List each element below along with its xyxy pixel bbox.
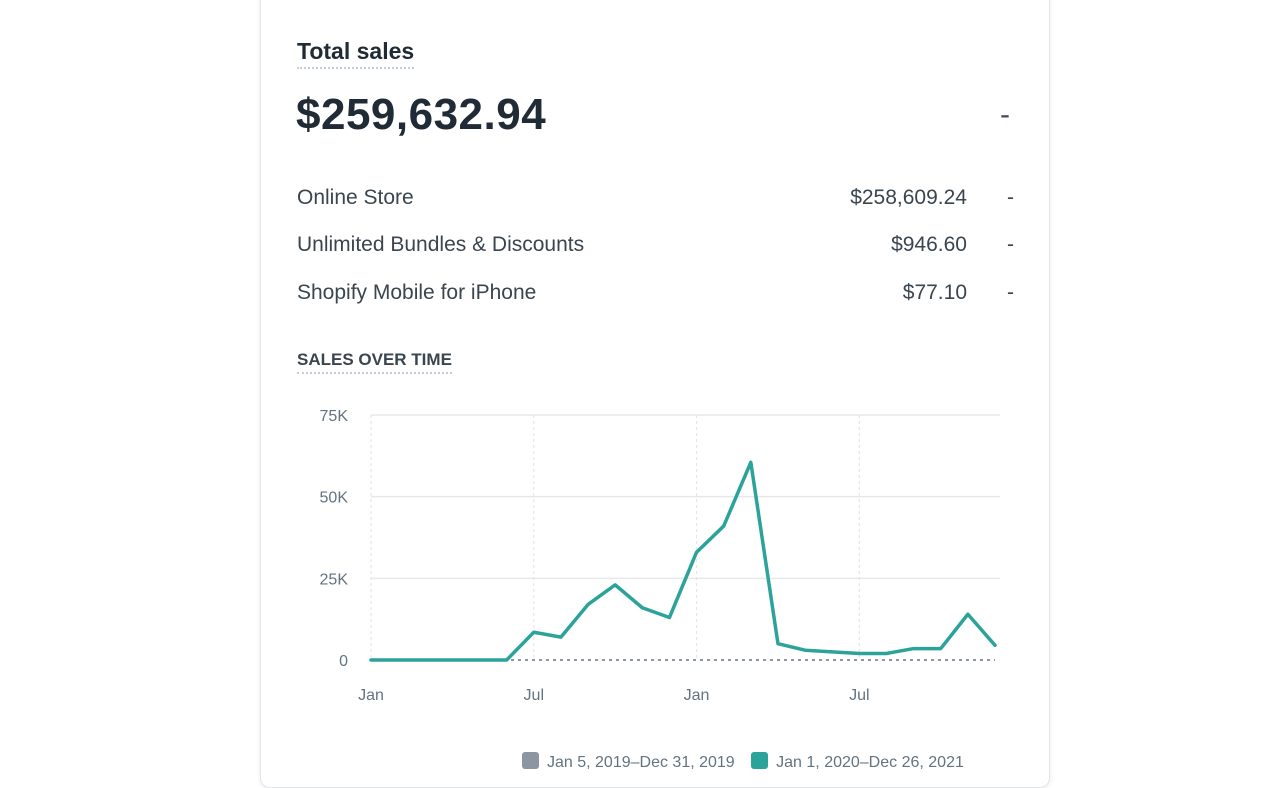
total-sales-value: $259,632.94 — [296, 90, 547, 139]
channel-label: Unlimited Bundles & Discounts — [297, 233, 585, 256]
x-tick-label: Jan — [358, 687, 384, 704]
series-line-current-period — [369, 460, 997, 662]
legend-label-current: Jan 1, 2020–Dec 26, 2021 — [776, 754, 964, 771]
channel-value: $77.10 — [902, 281, 967, 304]
channel-value: $946.60 — [891, 233, 967, 256]
y-tick-label: 25K — [320, 571, 349, 588]
x-tick-label: Jul — [524, 687, 544, 704]
y-tick-label: 0 — [339, 653, 348, 670]
sales-over-time-chart: 0 25K 50K 75K Jan Jul Jan Jul — [320, 408, 1000, 704]
channel-label: Online Store — [297, 186, 414, 209]
total-sales-card — [260, 0, 1050, 788]
legend-swatch-previous — [522, 752, 539, 769]
legend-label-previous: Jan 5, 2019–Dec 31, 2019 — [547, 754, 735, 771]
channel-change: - — [1007, 233, 1014, 256]
channel-change: - — [1007, 281, 1014, 304]
legend-swatch-current — [751, 752, 769, 769]
channel-row-shopify-mobile: Shopify Mobile for iPhone $77.10 - — [297, 281, 1017, 311]
chart-legend: Jan 5, 2019–Dec 31, 2019 Jan 1, 2020–Dec… — [522, 752, 976, 772]
channel-value: $258,609.24 — [850, 186, 967, 209]
x-tick-label: Jan — [684, 687, 710, 704]
channel-change: - — [1007, 186, 1014, 209]
sales-over-time-heading[interactable]: SALES OVER TIME — [297, 350, 452, 374]
channel-row-unlimited-bundles: Unlimited Bundles & Discounts $946.60 - — [297, 233, 1017, 263]
x-tick-label: Jul — [849, 687, 869, 704]
legend-item-previous[interactable]: Jan 5, 2019–Dec 31, 2019 — [522, 752, 735, 771]
y-tick-label: 75K — [320, 408, 349, 425]
card-title[interactable]: Total sales — [297, 38, 415, 69]
channel-label: Shopify Mobile for iPhone — [297, 281, 537, 304]
y-tick-label: 50K — [320, 490, 349, 507]
legend-item-current[interactable]: Jan 1, 2020–Dec 26, 2021 — [751, 752, 964, 771]
total-sales-change: - — [1000, 98, 1010, 131]
channel-row-online-store: Online Store $258,609.24 - — [297, 186, 1017, 216]
